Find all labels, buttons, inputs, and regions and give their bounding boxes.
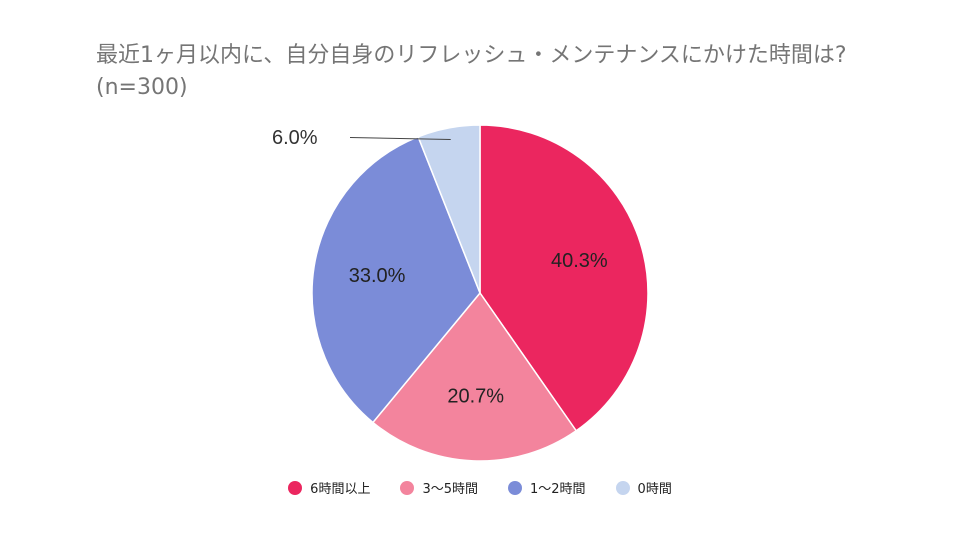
legend-item-0h[interactable]: 0時間 — [615, 478, 672, 497]
pie-chart: 40.3% 20.7% 33.0% 6.0% — [272, 124, 649, 462]
pie-slice-3-5h[interactable] — [371, 291, 578, 462]
legend-item-6h-plus[interactable]: 6時間以上 — [288, 478, 370, 497]
leader-line-0h — [349, 137, 451, 141]
pie-slice-1-2h[interactable] — [311, 135, 481, 424]
legend-label-6h-plus: 6時間以上 — [310, 482, 371, 497]
pie-slice-6h-plus[interactable] — [479, 124, 649, 432]
legend-swatch-3-5h — [400, 480, 415, 495]
chart-title: 最近1ヶ月以内に、自分自身のリフレッシュ・メンテナンスにかけた時間は?(n=30… — [96, 43, 847, 100]
data-label-0h: 6.0% — [272, 127, 318, 149]
legend: 6時間以上 3〜5時間 1〜2時間 0時間 — [0, 478, 960, 497]
data-label-6h-plus: 40.3% — [551, 250, 608, 272]
legend-label-3-5h: 3〜5時間 — [422, 482, 478, 497]
legend-swatch-1-2h — [508, 480, 522, 495]
legend-item-3-5h[interactable]: 3〜5時間 — [400, 478, 478, 497]
data-label-1-2h: 33.0% — [349, 265, 406, 287]
data-label-3-5h: 20.7% — [447, 385, 504, 407]
legend-label-1-2h: 1〜2時間 — [530, 482, 586, 497]
legend-label-0h: 0時間 — [637, 482, 672, 497]
legend-swatch-6h-plus — [288, 480, 303, 495]
legend-swatch-0h — [615, 480, 630, 495]
pie-slice-0h[interactable] — [417, 124, 481, 294]
legend-item-1-2h[interactable]: 1〜2時間 — [508, 478, 586, 497]
